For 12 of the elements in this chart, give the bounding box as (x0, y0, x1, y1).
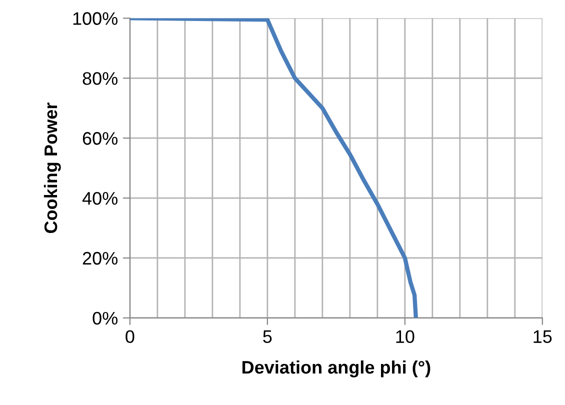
y-tick-label: 40% (82, 192, 118, 205)
x-tick-label: 15 (534, 330, 552, 343)
y-tick-label: 100% (73, 12, 118, 25)
x-tick-label: 5 (263, 330, 272, 343)
y-tick-label: 20% (82, 252, 118, 265)
x-tick-label: 10 (396, 330, 414, 343)
y-tick-label: 80% (82, 72, 118, 85)
x-axis-title: Deviation angle phi (°) (242, 360, 430, 378)
x-tick-label: 0 (126, 330, 134, 343)
y-tick-label: 60% (82, 132, 118, 145)
y-axis-title: Cooking Power (44, 102, 61, 234)
y-tick-label: 0% (92, 312, 118, 325)
